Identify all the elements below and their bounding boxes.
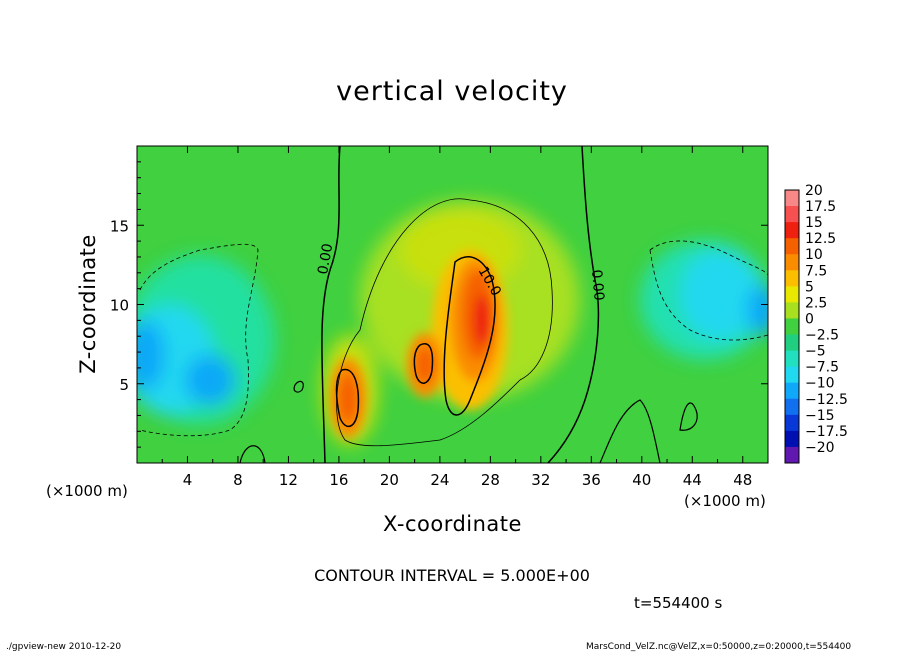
colorbar-label-7: 2.5 xyxy=(805,295,827,311)
colorbar-swatch-12 xyxy=(785,382,799,400)
colorbar-swatch-13 xyxy=(785,398,799,416)
colorbar-frame xyxy=(784,189,800,464)
contour-label-0: 0.00 xyxy=(315,242,336,275)
contour-interval: CONTOUR INTERVAL = 5.000E+00 xyxy=(314,566,590,585)
x-tick-label-6: 28 xyxy=(481,471,500,489)
colorbar-swatch-0 xyxy=(785,190,799,207)
neg-contour-left xyxy=(139,243,259,437)
colorbar-label-13: −12.5 xyxy=(805,392,848,408)
colorbar-label-1: 17.5 xyxy=(805,199,836,215)
colorbar-swatch-3 xyxy=(785,238,799,255)
colorbar-label-9: −2.5 xyxy=(805,328,839,344)
x-unit-label-left: (×1000 m) xyxy=(46,482,128,500)
zero-contour-bottom-left xyxy=(239,445,266,463)
colorbar-swatch-1 xyxy=(785,206,799,223)
footer-right: MarsCond_VelZ.nc@VelZ,x=0:50000,z=0:2000… xyxy=(586,642,852,652)
colorbar-label-11: −7.5 xyxy=(805,360,839,376)
plot-field: 0.00 10.0 0.00 xyxy=(137,146,768,463)
y-tick-label-1: 10 xyxy=(110,297,129,315)
x-tick-label-8: 36 xyxy=(582,471,601,489)
colorbar-label-10: −5 xyxy=(805,344,826,360)
zero-contour-right xyxy=(547,146,600,463)
x-tick-label-2: 12 xyxy=(279,471,298,489)
colorbar-label-4: 10 xyxy=(805,247,823,263)
colorbar-swatch-16 xyxy=(785,446,799,464)
x-tick-label-0: 4 xyxy=(183,471,193,489)
zero-contour-bottom-right xyxy=(599,399,661,463)
five-contour xyxy=(336,198,553,447)
colorbar-swatch-15 xyxy=(785,430,799,448)
time-label: t=554400 s xyxy=(634,594,723,612)
colorbar-label-0: 20 xyxy=(805,183,823,199)
colorbar-swatch-10 xyxy=(785,350,799,368)
colorbar-label-16: −20 xyxy=(805,440,835,456)
colorbar-swatch-9 xyxy=(785,334,799,352)
x-tick-label-5: 24 xyxy=(430,471,449,489)
colorbar-label-5: 7.5 xyxy=(805,263,827,279)
colorbar-swatch-6 xyxy=(785,286,799,303)
zero-contour-left xyxy=(321,146,341,463)
colorbar-label-2: 15 xyxy=(805,215,823,231)
colorbar-label-15: −17.5 xyxy=(805,424,848,440)
chart-title: vertical velocity xyxy=(336,76,568,107)
colorbar-swatch-4 xyxy=(785,254,799,271)
zero-contour-blob xyxy=(679,402,698,431)
downdraft-right-region xyxy=(640,240,768,360)
ten-contour-left xyxy=(335,368,360,428)
y-tick-label-0: 5 xyxy=(119,376,129,394)
updraft-cores xyxy=(330,250,508,438)
y-axis-label: Z-coordinate xyxy=(76,234,100,374)
colorbar: 2017.51512.5107.552.50−2.5−5−7.5−10−12.5… xyxy=(784,183,848,464)
x-tick-label-10: 44 xyxy=(683,471,702,489)
colorbar-label-6: 5 xyxy=(805,279,814,295)
x-tick-label-4: 20 xyxy=(380,471,399,489)
colorbar-swatch-5 xyxy=(785,270,799,287)
colorbar-label-14: −15 xyxy=(805,408,835,424)
downdraft-left-region xyxy=(137,255,275,425)
x-unit-label-right: (×1000 m) xyxy=(684,492,766,510)
neg-contour-right-bottom xyxy=(649,249,768,341)
footer-left: ./gpview-new 2010-12-20 xyxy=(6,642,122,652)
x-tick-label-1: 8 xyxy=(233,471,243,489)
zero-contour-small xyxy=(293,380,304,393)
colorbar-label-12: −10 xyxy=(805,376,835,392)
x-tick-label-9: 40 xyxy=(632,471,651,489)
colorbar-swatch-14 xyxy=(785,414,799,432)
colorbar-swatch-7 xyxy=(785,302,799,319)
ten-contour-main xyxy=(443,256,496,416)
contour-label-2: 0.00 xyxy=(588,269,607,301)
colorbar-swatch-2 xyxy=(785,222,799,239)
x-tick-label-3: 16 xyxy=(329,471,348,489)
x-tick-label-11: 48 xyxy=(733,471,752,489)
colorbar-label-3: 12.5 xyxy=(805,231,836,247)
y-ticks: 5 10 15 xyxy=(110,161,768,448)
x-ticks: 4 8 12 16 20 24 28 32 36 40 44 48 xyxy=(161,146,752,489)
y-tick-label-2: 15 xyxy=(110,217,129,235)
colorbar-swatch-11 xyxy=(785,366,799,384)
contour-lines xyxy=(139,146,768,463)
ten-contour-mid xyxy=(413,343,434,384)
colorbar-label-8: 0 xyxy=(805,311,814,327)
colorbar-swatch-8 xyxy=(785,318,799,336)
x-axis-label: X-coordinate xyxy=(383,512,522,536)
x-tick-label-7: 32 xyxy=(531,471,550,489)
neg-contour-right-top xyxy=(649,240,768,276)
